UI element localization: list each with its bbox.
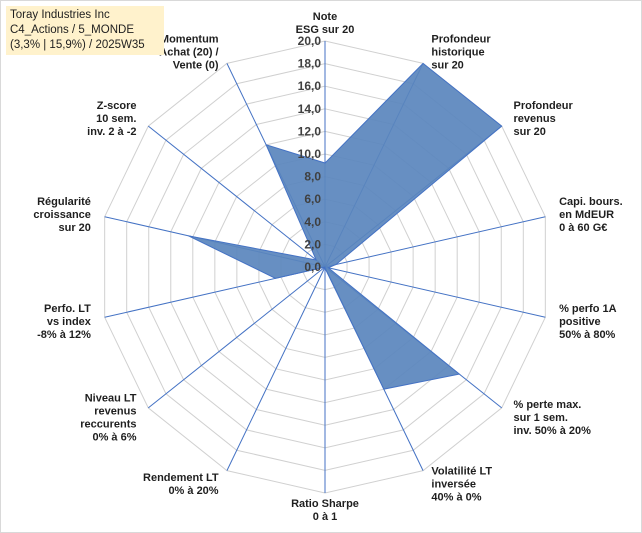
axis-label: Momentum Achat (20) / Vente (0) [159,33,219,71]
title-company: Toray Industries Inc [10,9,110,21]
data-series-area [188,62,503,390]
axis-label: Perfo. LT vs index -8% à 12% [37,303,92,341]
axis-label-line: positive [559,316,601,328]
axis-spoke [147,125,326,268]
tick-label: 2,0 [304,237,321,251]
title-stats: (3,3% | 15,9%) / 2025W35 [10,39,145,51]
axis-label-line: Capi. bours. [559,196,623,208]
axis-label-line: Régularité [37,196,91,208]
axis-label-line: Momentum [160,33,219,45]
axis-label-line: Niveau LT [85,393,137,405]
axis-label: Z-score 10 sem. inv. 2 à -2 [87,100,136,138]
axis-label: Régularité croissance sur 20 [33,196,90,234]
axis-label: % perte max. sur 1 sem. inv. 50% à 20% [514,399,592,437]
axis-spoke [147,266,326,409]
axis-spoke [324,266,546,318]
axis-label-line: 10 sem. [96,113,136,125]
tick-label: 12,0 [298,124,322,138]
axis-label-line: ESG sur 20 [296,24,355,36]
axis-label-line: 0 à 60 G€ [559,222,607,234]
axis-label: Profondeur historique sur 20 [431,33,491,71]
axis-label-line: 50% à 80% [559,329,615,341]
tick-label: 4,0 [304,215,321,229]
axis-label-line: 0% à 20% [168,485,218,497]
axis-label-line: Perfo. LT [44,303,91,315]
axis-spoke [324,216,546,268]
axis-label-line: 0 à 1 [313,511,337,523]
axis-label-line: revenus [94,406,136,418]
axis-label-line: Vente (0) [173,59,219,71]
axis-label-line: sur 20 [431,59,463,71]
tick-label: 8,0 [304,170,321,184]
axis-label-line: croissance [33,209,90,221]
axis-label-line: reccurents [80,419,136,431]
tick-label: 6,0 [304,192,321,206]
axis-label-line: vs index [47,316,92,328]
axis-label: Note ESG sur 20 [296,11,355,36]
chart-title-box: Toray Industries Inc C4_Actions / 5_MOND… [6,6,164,55]
axis-label-line: Z-score [97,100,137,112]
axis-label-line: historique [431,46,484,58]
axis-label: Profondeur revenus sur 20 [514,100,574,138]
axis-label-line: sur 20 [514,126,546,138]
tick-label: 0,0 [304,260,321,274]
axis-label-line: inv. 50% à 20% [514,425,592,437]
axis-label-line: Rendement LT [143,472,219,484]
tick-label: 10,0 [298,147,322,161]
axis-label: Rendement LT 0% à 20% [143,472,219,497]
axis-label-line: Volatilité LT [431,466,492,478]
axis-label-line: Profondeur [514,100,574,112]
axis-label-line: Ratio Sharpe [291,498,359,510]
axis-label-line: en MdEUR [559,209,614,221]
axis-label-line: Profondeur [431,33,491,45]
axis-label: Volatilité LT inversée 40% à 0% [431,466,492,504]
axis-label-line: sur 1 sem. [514,412,568,424]
axis-label-line: Achat (20) / [159,46,218,58]
axis-label-line: % perfo 1A [559,303,617,315]
axis-label: % perfo 1A positive 50% à 80% [559,303,617,341]
axis-label-line: inv. 2 à -2 [87,126,136,138]
title-category: C4_Actions / 5_MONDE [10,24,134,36]
axis-label: Ratio Sharpe 0 à 1 [291,498,359,523]
axis-spoke [226,266,326,471]
axis-label-line: Note [313,11,337,23]
axis-label-line: revenus [514,113,556,125]
axis-label-line: -8% à 12% [37,329,91,341]
axis-label-line: 40% à 0% [431,492,481,504]
tick-label: 18,0 [298,57,322,71]
axis-label-line: 0% à 6% [92,432,136,444]
axis-label-line: % perte max. [514,399,582,411]
axis-label-line: inversée [431,479,476,491]
tick-label: 14,0 [298,102,322,116]
tick-label: 16,0 [298,79,322,93]
axis-label: Niveau LT revenus reccurents 0% à 6% [80,393,137,444]
axis-label: Capi. bours. en MdEUR 0 à 60 G€ [559,196,623,234]
axis-label-line: sur 20 [58,222,90,234]
tick-label: 20,0 [298,34,322,48]
